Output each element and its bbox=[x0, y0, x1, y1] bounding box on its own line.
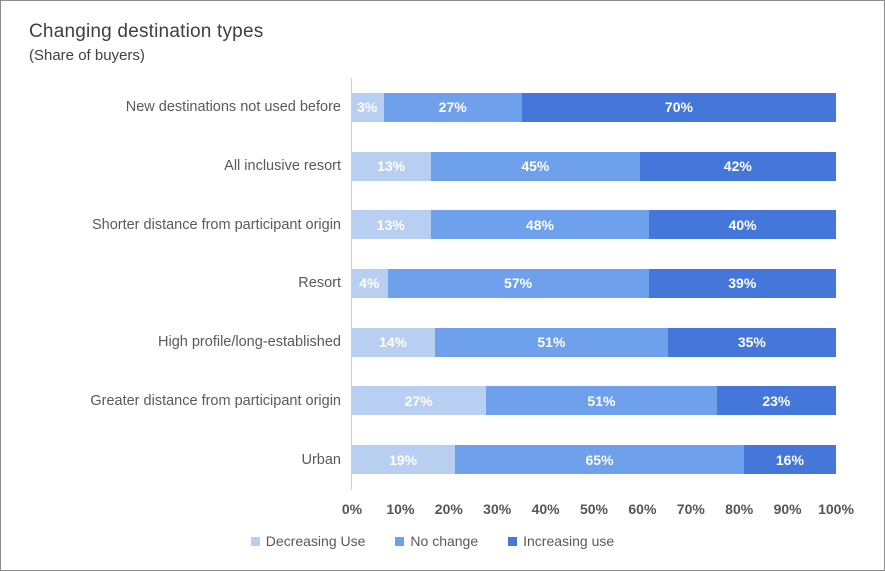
bar-segment-value: 14% bbox=[379, 334, 408, 351]
x-axis-tick-label: 20% bbox=[434, 501, 463, 517]
bar-segment-value: 65% bbox=[585, 451, 614, 468]
chart-title: Changing destination types bbox=[29, 21, 264, 42]
legend: Decreasing Use No change Increasing use bbox=[1, 533, 864, 549]
bar-segment: 42% bbox=[639, 151, 836, 181]
chart-row: High profile/long-established 14% 51% 35% bbox=[29, 313, 836, 372]
bar-track: 27% 51% 23% bbox=[351, 386, 836, 416]
bar-segment-value: 4% bbox=[359, 275, 380, 292]
chart-row: Resort 4% 57% 39% bbox=[29, 254, 836, 313]
chart-row: Shorter distance from participant origin… bbox=[29, 195, 837, 254]
bar-segment-value: 23% bbox=[762, 392, 791, 409]
chart-row: All inclusive resort 13% 45% 42% bbox=[29, 137, 836, 196]
x-axis-tick-label: 100% bbox=[818, 501, 854, 517]
bar-track: 4% 57% 39% bbox=[351, 268, 836, 298]
bar-segment: 19% bbox=[351, 445, 456, 475]
legend-item: Decreasing Use bbox=[250, 533, 366, 549]
bar-segment-value: 13% bbox=[377, 158, 406, 175]
bar-segment: 23% bbox=[716, 386, 836, 416]
chart-row: Greater distance from participant origin… bbox=[29, 372, 836, 431]
bar-segment: 65% bbox=[455, 445, 744, 475]
legend-label: No change bbox=[410, 533, 479, 549]
x-axis-tick-label: 30% bbox=[483, 501, 512, 517]
x-axis-tick-label: 40% bbox=[531, 501, 560, 517]
bar-segment: 35% bbox=[667, 327, 836, 357]
category-label: High profile/long-established bbox=[158, 334, 341, 351]
chart-row: Urban 19% 65% 16% bbox=[29, 430, 836, 489]
legend-item: Increasing use bbox=[508, 533, 614, 549]
x-axis: 0% 10% 20% 30% 40% 50% 60% 70% 80% 90% 100% bbox=[342, 501, 854, 521]
bar-segment: 40% bbox=[649, 210, 837, 240]
bar-segment-value: 40% bbox=[728, 216, 757, 233]
bar-segment: 13% bbox=[351, 151, 432, 181]
bar-segment: 4% bbox=[351, 268, 388, 298]
bar-segment: 57% bbox=[387, 268, 649, 298]
legend-label: Increasing use bbox=[523, 533, 615, 549]
chart-row: New destinations not used before 3% 27% 70% bbox=[29, 78, 836, 137]
category-label: Shorter distance from participant origin bbox=[91, 216, 341, 233]
bar-segment: 45% bbox=[431, 151, 640, 181]
bar-segment-value: 16% bbox=[775, 451, 804, 468]
legend-swatch bbox=[508, 536, 518, 546]
x-axis-tick-label: 80% bbox=[725, 501, 754, 517]
x-axis-tick-label: 0% bbox=[341, 501, 363, 517]
legend-swatch bbox=[395, 536, 405, 546]
bar-track: 19% 65% 16% bbox=[351, 445, 836, 475]
x-axis-tick-label: 70% bbox=[676, 501, 705, 517]
bar-segment-value: 42% bbox=[723, 158, 752, 175]
bar-segment-value: 19% bbox=[389, 451, 418, 468]
legend-item: No change bbox=[395, 533, 478, 549]
bar-segment-value: 70% bbox=[664, 99, 693, 116]
bar-segment: 13% bbox=[351, 210, 431, 240]
legend-swatch bbox=[250, 536, 260, 546]
bar-segment-value: 51% bbox=[587, 392, 616, 409]
category-label: Urban bbox=[301, 451, 342, 468]
x-axis-tick-label: 90% bbox=[773, 501, 802, 517]
legend-label: Decreasing Use bbox=[265, 533, 366, 549]
chart-subtitle: (Share of buyers) bbox=[29, 47, 145, 64]
bar-segment: 39% bbox=[648, 268, 836, 298]
bar-segment: 14% bbox=[351, 327, 436, 357]
bar-segment: 3% bbox=[351, 92, 384, 122]
bar-segment-value: 57% bbox=[504, 275, 533, 292]
bar-track: 3% 27% 70% bbox=[351, 92, 836, 122]
bar-segment-value: 51% bbox=[537, 334, 566, 351]
x-axis-tick-label: 50% bbox=[579, 501, 609, 517]
bar-segment-value: 48% bbox=[525, 216, 554, 233]
chart-rows: New destinations not used before 3% 27% 70%… bbox=[29, 78, 837, 489]
bar-segment-value: 3% bbox=[357, 99, 378, 116]
bar-segment: 51% bbox=[486, 386, 717, 416]
category-label: Greater distance from participant origin bbox=[90, 392, 341, 409]
x-axis-tick-label: 60% bbox=[628, 501, 657, 517]
bar-segment-value: 45% bbox=[521, 158, 550, 175]
x-axis-tick-label: 10% bbox=[386, 501, 415, 517]
bar-segment-value: 39% bbox=[728, 275, 757, 292]
bar-track: 14% 51% 35% bbox=[351, 327, 836, 357]
bar-segment: 51% bbox=[435, 327, 668, 357]
bar-segment: 27% bbox=[383, 92, 522, 122]
bar-segment: 16% bbox=[743, 445, 836, 475]
bar-segment: 70% bbox=[521, 92, 836, 122]
bar-track: 13% 48% 40% bbox=[351, 210, 837, 240]
bar-segment-value: 27% bbox=[438, 99, 467, 116]
bar-track: 13% 45% 42% bbox=[351, 151, 836, 181]
bar-segment-value: 27% bbox=[404, 392, 433, 409]
category-label: New destinations not used before bbox=[125, 99, 341, 116]
category-label: Resort bbox=[298, 275, 341, 292]
bar-segment-value: 13% bbox=[376, 216, 405, 233]
bar-segment: 48% bbox=[430, 210, 650, 240]
bar-segment-value: 35% bbox=[737, 334, 766, 351]
bar-segment: 27% bbox=[351, 386, 487, 416]
category-label: All inclusive resort bbox=[224, 158, 341, 175]
